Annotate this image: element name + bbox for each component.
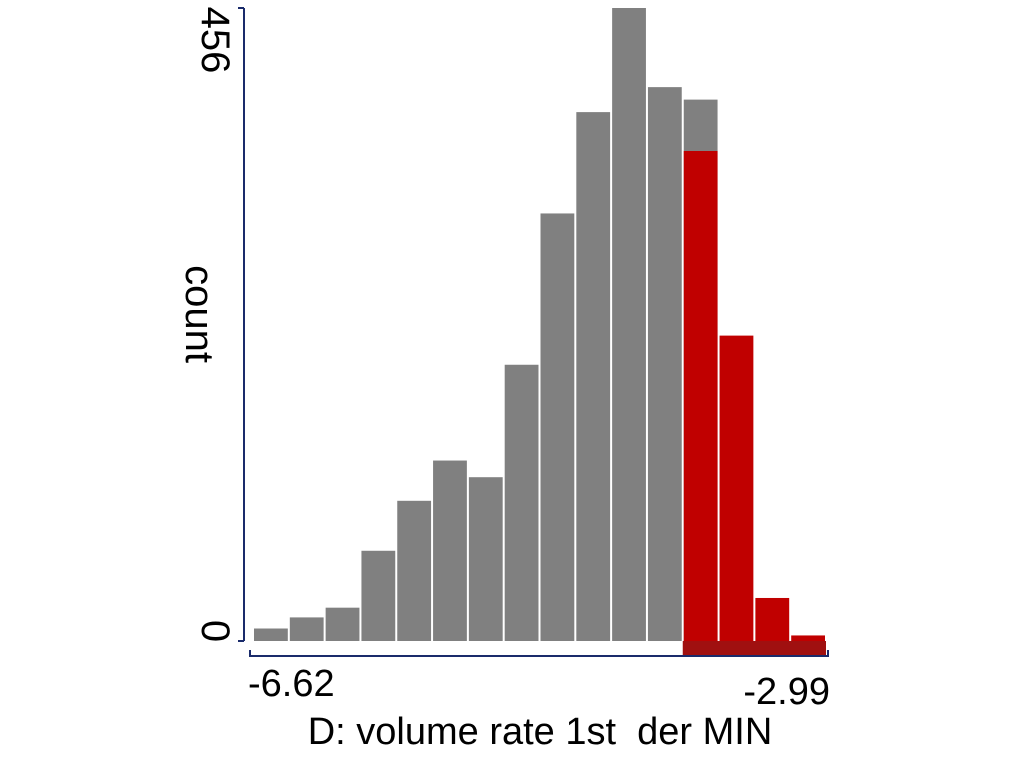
- bars-all-group: [254, 8, 718, 642]
- histogram-bar-5: [433, 460, 467, 641]
- histogram-bar-8: [540, 213, 575, 641]
- selected-bar-13: [719, 335, 754, 641]
- selected-bar-15: [791, 635, 825, 641]
- histogram-bar-2: [325, 607, 360, 641]
- histogram-bar-4: [397, 500, 432, 641]
- y-axis-title: count: [177, 265, 221, 363]
- histogram-bar-0: [254, 628, 288, 641]
- histogram-bar-7: [504, 364, 539, 641]
- histogram-bar-6: [468, 477, 503, 641]
- histogram-bar-9: [576, 112, 611, 642]
- selected-bar-12: [683, 150, 718, 642]
- histogram-bar-10: [612, 8, 646, 641]
- selection-range-band: [682, 641, 826, 657]
- y-tick-label-min: 0: [193, 620, 237, 642]
- bars-selected-group: [683, 150, 825, 642]
- histogram-bar-3: [361, 550, 396, 641]
- x-tick-label-min: -6.62: [248, 663, 335, 705]
- histogram-bar-11: [647, 87, 682, 642]
- histogram-bar-1: [289, 617, 324, 641]
- x-tick-label-max: -2.99: [743, 671, 830, 713]
- y-tick-label-max: 456: [193, 7, 237, 74]
- x-axis-title: D: volume rate 1st der MIN: [308, 711, 773, 753]
- selected-bar-14: [755, 597, 790, 641]
